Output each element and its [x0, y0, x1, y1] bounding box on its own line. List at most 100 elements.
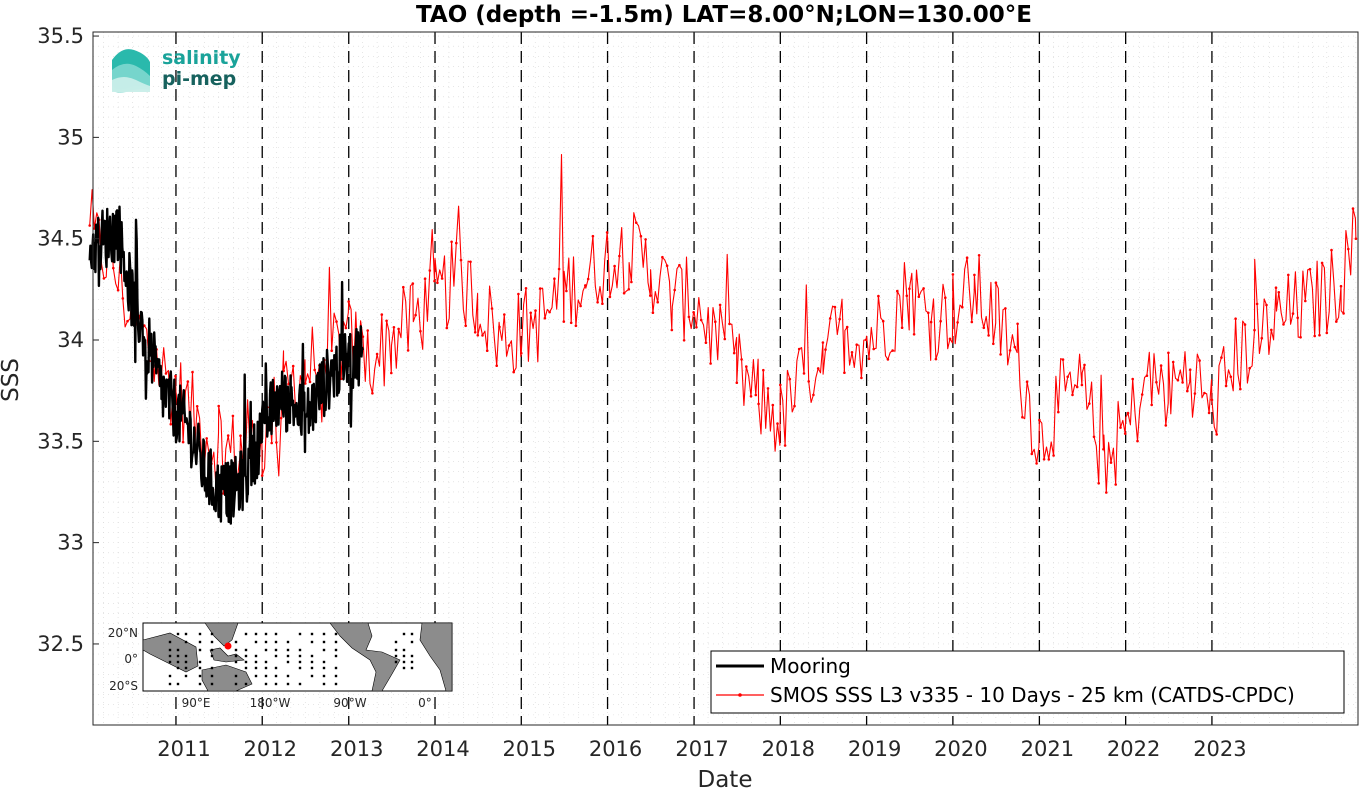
smos-point — [613, 264, 616, 268]
smos-point — [735, 381, 739, 385]
smos-point — [948, 337, 952, 341]
mooring-array-dots — [168, 632, 414, 686]
smos-point — [860, 376, 863, 380]
smos-point — [886, 358, 890, 361]
buoy-dot — [198, 666, 202, 670]
buoy-dot — [402, 666, 406, 670]
smos-point — [1013, 345, 1017, 349]
smos-point — [900, 326, 904, 330]
smos-point — [375, 352, 379, 356]
smos-point — [126, 319, 129, 323]
buoy-dot — [198, 660, 202, 664]
smos-point — [793, 404, 796, 408]
smos-point — [291, 364, 295, 368]
smos-point — [627, 288, 631, 291]
buoy-dot — [210, 674, 214, 678]
buoy-dot — [274, 632, 278, 636]
smos-point — [987, 334, 990, 337]
buoy-dot — [254, 640, 258, 644]
smos-point — [270, 441, 274, 445]
smos-point — [390, 371, 393, 375]
smos-point — [639, 234, 643, 238]
smos-point — [512, 370, 515, 374]
smos-point — [231, 414, 235, 418]
smos-point — [1167, 351, 1170, 355]
smos-point — [507, 344, 511, 347]
smos-point — [1330, 248, 1333, 252]
smos-point — [1092, 435, 1096, 439]
buoy-dot — [394, 640, 398, 644]
smos-point — [687, 315, 691, 319]
smos-point — [929, 320, 933, 324]
smos-point — [1035, 462, 1038, 465]
smos-point — [1038, 418, 1041, 422]
smos-point — [944, 296, 947, 300]
smos-point — [574, 324, 578, 328]
map-lon-tick: 90°E — [182, 696, 211, 710]
buoy-dot — [410, 632, 414, 636]
map-lat-tick: 20°N — [108, 626, 138, 640]
smos-point — [1220, 356, 1223, 359]
smos-point — [1155, 380, 1158, 384]
smos-point — [605, 231, 609, 234]
buoy-dot — [168, 682, 172, 686]
smos-point — [754, 393, 758, 397]
smos-point — [1255, 302, 1259, 306]
smos-point — [783, 444, 787, 447]
smos-point — [445, 326, 449, 330]
x-tick-label: 2022 — [1107, 737, 1160, 761]
smos-point — [644, 238, 647, 241]
land-americas-shape — [329, 622, 401, 692]
smos-point — [601, 302, 604, 306]
buoy-dot — [176, 632, 180, 636]
x-tick-label: 2015 — [503, 737, 556, 761]
buoy-dot — [254, 666, 258, 670]
smos-point — [618, 254, 621, 258]
smos-point — [498, 325, 501, 329]
smos-point — [1181, 381, 1184, 384]
buoy-dot — [184, 674, 188, 678]
smos-point — [1229, 375, 1233, 379]
smos-point — [965, 256, 969, 260]
smos-point — [1150, 403, 1153, 407]
smos-point — [419, 329, 422, 333]
smos-point — [622, 291, 626, 295]
buoy-dot — [286, 654, 290, 658]
smos-point — [1140, 393, 1144, 396]
buoy-dot — [310, 632, 314, 636]
smos-point — [112, 266, 115, 270]
buoy-dot — [334, 682, 338, 686]
smos-point — [1339, 284, 1343, 288]
smos-point — [1277, 291, 1281, 294]
smos-point — [1270, 328, 1273, 332]
smos-point — [397, 327, 400, 331]
buoy-dot — [286, 660, 290, 664]
smos-point — [917, 295, 921, 299]
buoy-dot — [274, 640, 278, 644]
smos-point — [455, 241, 458, 245]
buoy-dot — [286, 640, 290, 644]
buoy-dot — [184, 666, 188, 670]
chart-title: TAO (depth =-1.5m) LAT=8.00°N;LON=130.00… — [416, 2, 1032, 28]
smos-point — [239, 434, 242, 438]
buoy-dot — [298, 660, 302, 664]
buoy-dot — [322, 648, 326, 652]
smos-point — [1136, 439, 1139, 443]
smos-point — [779, 383, 782, 387]
smos-point — [414, 313, 417, 317]
smos-point — [670, 328, 674, 332]
smos-point — [732, 351, 736, 355]
smos-point — [1164, 424, 1168, 427]
land-asia-shape — [142, 622, 239, 673]
x-tick-label: 2018 — [762, 737, 815, 761]
smos-point — [1210, 398, 1214, 402]
smos-point — [1114, 483, 1117, 486]
buoy-dot — [198, 674, 202, 678]
buoy-dot — [198, 682, 202, 686]
x-tick-label: 2016 — [589, 737, 642, 761]
smos-point — [656, 300, 659, 304]
smos-point — [330, 349, 334, 353]
smos-point — [757, 402, 760, 406]
smos-point — [1287, 273, 1290, 277]
smos-point — [524, 287, 528, 290]
